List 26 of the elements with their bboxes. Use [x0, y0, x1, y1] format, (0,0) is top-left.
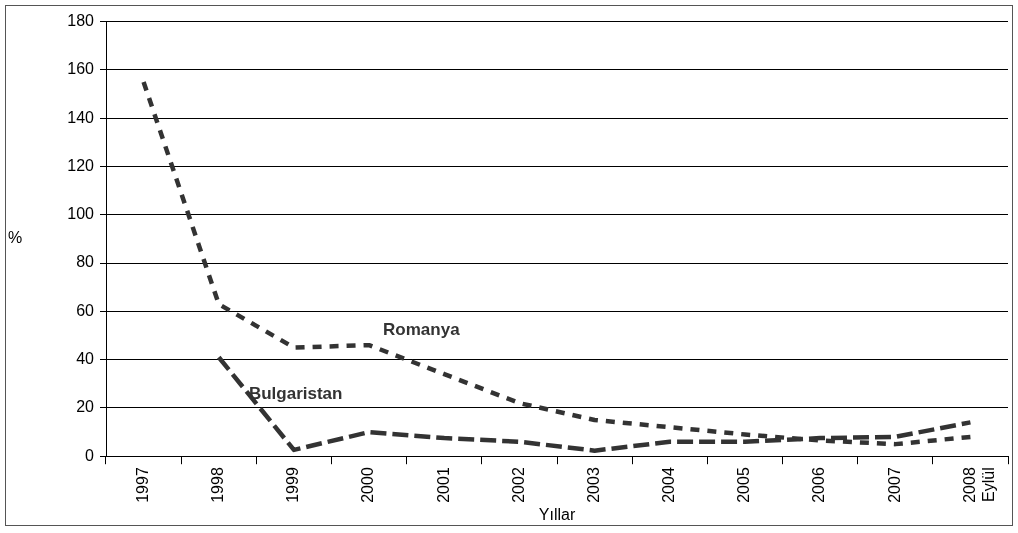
x-tick-label: 2000 — [359, 467, 377, 503]
y-tick-label: 140 — [67, 108, 95, 126]
x-tick-label: 2006 — [810, 467, 828, 503]
series-label: Bulgaristan — [248, 383, 343, 403]
y-tick-label: 0 — [85, 446, 95, 464]
y-axis-title: % — [8, 229, 23, 247]
x-tick-label: 2008 Eylül — [960, 467, 998, 503]
y-tick-label: 60 — [76, 301, 95, 319]
x-tick-label: 1997 — [133, 467, 151, 503]
series-label: Romanya — [383, 319, 461, 339]
y-tick-label: 120 — [67, 156, 95, 174]
y-tick-label: 40 — [76, 350, 95, 368]
y-tick-label: 100 — [67, 205, 95, 223]
x-tick-label: 2007 — [885, 467, 903, 503]
x-axis-title: Yıllar — [538, 505, 576, 523]
x-tick-label: 2003 — [584, 467, 602, 503]
x-tick-label: 2005 — [735, 467, 753, 503]
x-tick-label: 1999 — [284, 467, 302, 503]
x-tick-label: 2004 — [660, 467, 678, 503]
y-tick-label: 160 — [67, 60, 95, 78]
y-tick-label: 20 — [76, 398, 95, 416]
y-tick-label: 180 — [67, 12, 95, 30]
x-tick-label: 1998 — [209, 467, 227, 503]
x-tick-label: 2001 — [434, 467, 452, 503]
x-tick-label: 2002 — [509, 467, 527, 503]
y-tick-label: 80 — [76, 253, 95, 271]
